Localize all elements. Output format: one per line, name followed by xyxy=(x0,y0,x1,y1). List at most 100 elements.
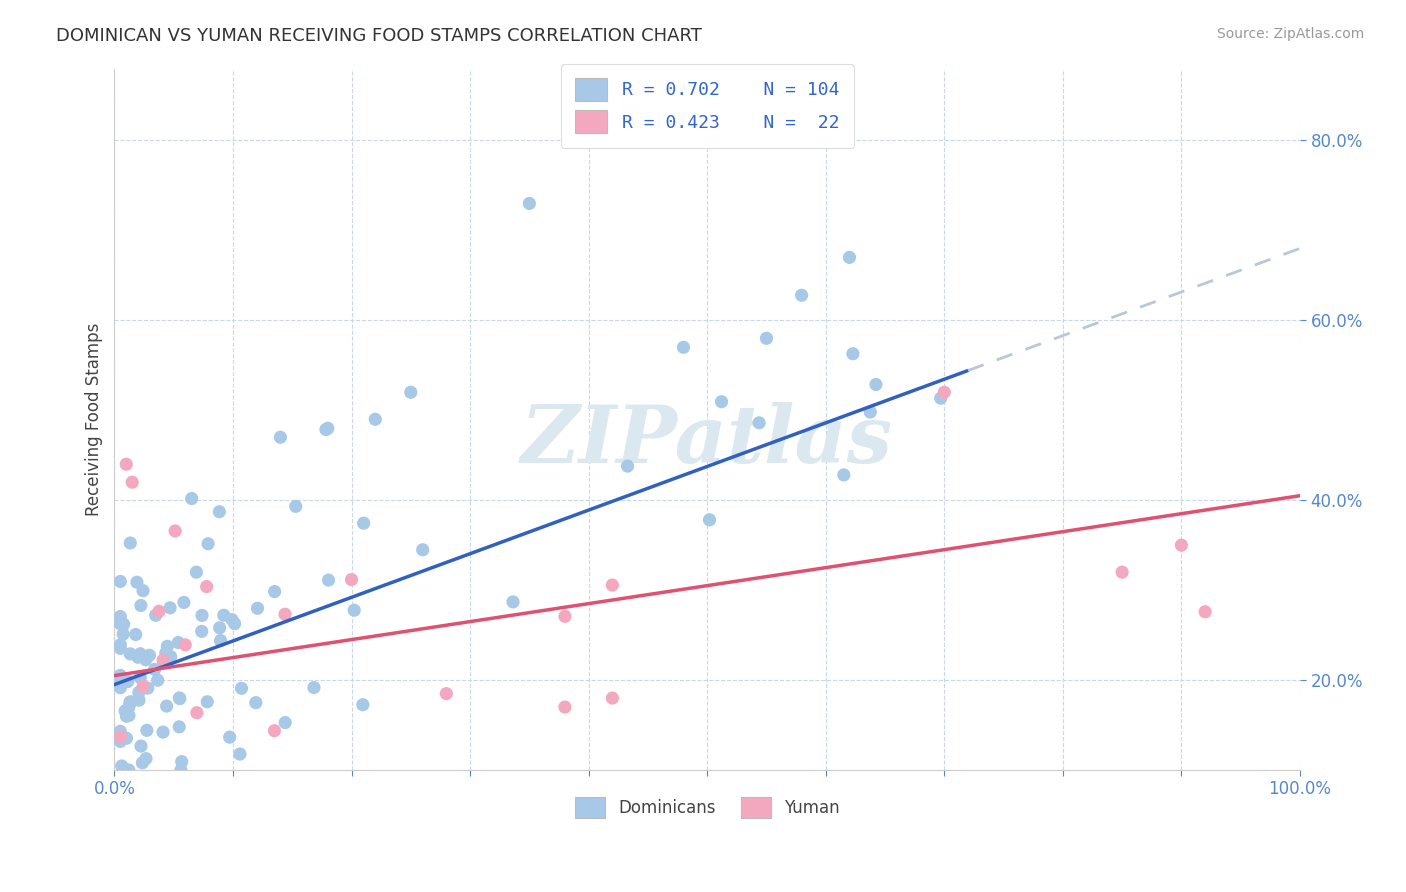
Point xyxy=(195,580,218,594)
Point xyxy=(245,696,267,710)
Point xyxy=(353,516,375,531)
Point xyxy=(111,759,134,773)
Point xyxy=(672,340,695,354)
Point xyxy=(125,627,148,641)
Point xyxy=(112,627,135,641)
Point xyxy=(1170,538,1192,552)
Point xyxy=(138,648,160,663)
Point xyxy=(152,653,174,667)
Point xyxy=(502,595,524,609)
Point xyxy=(399,385,422,400)
Point xyxy=(865,377,887,392)
Point xyxy=(110,730,132,744)
Point xyxy=(838,251,860,265)
Point xyxy=(859,405,882,419)
Point xyxy=(197,537,219,551)
Point xyxy=(929,391,952,405)
Point xyxy=(128,693,150,707)
Point xyxy=(274,715,297,730)
Point xyxy=(143,662,166,676)
Point xyxy=(118,763,141,777)
Point xyxy=(208,621,231,635)
Point xyxy=(412,542,434,557)
Point xyxy=(274,607,297,622)
Point xyxy=(186,565,208,579)
Point xyxy=(156,640,179,654)
Text: ZIPatlas: ZIPatlas xyxy=(522,401,893,479)
Point xyxy=(110,609,132,624)
Point xyxy=(152,725,174,739)
Point xyxy=(186,706,208,720)
Point xyxy=(146,673,169,688)
Point xyxy=(191,608,214,623)
Point xyxy=(110,638,132,652)
Point xyxy=(602,691,624,706)
Point xyxy=(842,347,865,361)
Point xyxy=(135,653,157,667)
Point xyxy=(115,709,138,723)
Point xyxy=(209,633,232,648)
Point xyxy=(118,700,141,714)
Point xyxy=(602,578,624,592)
Point xyxy=(165,524,187,538)
Point xyxy=(155,646,177,660)
Legend: Dominicans, Yuman: Dominicans, Yuman xyxy=(568,790,846,825)
Point xyxy=(263,584,285,599)
Point xyxy=(117,674,139,689)
Point xyxy=(173,595,195,609)
Point xyxy=(246,601,269,615)
Point xyxy=(710,394,733,409)
Point xyxy=(110,734,132,748)
Point xyxy=(128,685,150,699)
Point xyxy=(135,752,157,766)
Point xyxy=(790,288,813,302)
Point xyxy=(218,730,240,744)
Point xyxy=(110,731,132,746)
Point xyxy=(156,699,179,714)
Point xyxy=(340,573,363,587)
Point xyxy=(167,635,190,649)
Point xyxy=(114,704,136,718)
Point xyxy=(221,613,243,627)
Point xyxy=(616,459,638,474)
Point xyxy=(110,574,132,589)
Point xyxy=(120,647,142,661)
Point xyxy=(269,430,291,444)
Point xyxy=(554,609,576,624)
Point xyxy=(170,755,193,769)
Point xyxy=(302,681,325,695)
Point xyxy=(135,723,157,738)
Point xyxy=(1194,605,1216,619)
Point xyxy=(316,421,339,435)
Point xyxy=(129,599,152,613)
Point xyxy=(129,671,152,685)
Point xyxy=(517,196,540,211)
Point xyxy=(120,536,142,550)
Point xyxy=(112,617,135,632)
Point xyxy=(170,763,193,777)
Point xyxy=(129,647,152,661)
Point xyxy=(110,681,132,695)
Point xyxy=(159,600,181,615)
Point xyxy=(212,608,235,623)
Point xyxy=(169,691,191,706)
Point xyxy=(118,708,141,723)
Point xyxy=(110,668,132,682)
Point xyxy=(434,687,457,701)
Point xyxy=(125,575,148,590)
Point xyxy=(145,608,167,623)
Point xyxy=(110,671,132,685)
Point xyxy=(120,695,142,709)
Point xyxy=(132,583,155,598)
Point xyxy=(180,491,202,506)
Text: DOMINICAN VS YUMAN RECEIVING FOOD STAMPS CORRELATION CHART: DOMINICAN VS YUMAN RECEIVING FOOD STAMPS… xyxy=(56,27,702,45)
Point xyxy=(224,616,246,631)
Point xyxy=(114,763,136,777)
Point xyxy=(190,624,212,639)
Point xyxy=(136,681,159,695)
Point xyxy=(208,505,231,519)
Point xyxy=(132,680,155,694)
Text: Source: ZipAtlas.com: Source: ZipAtlas.com xyxy=(1216,27,1364,41)
Point xyxy=(195,695,218,709)
Point xyxy=(127,650,149,665)
